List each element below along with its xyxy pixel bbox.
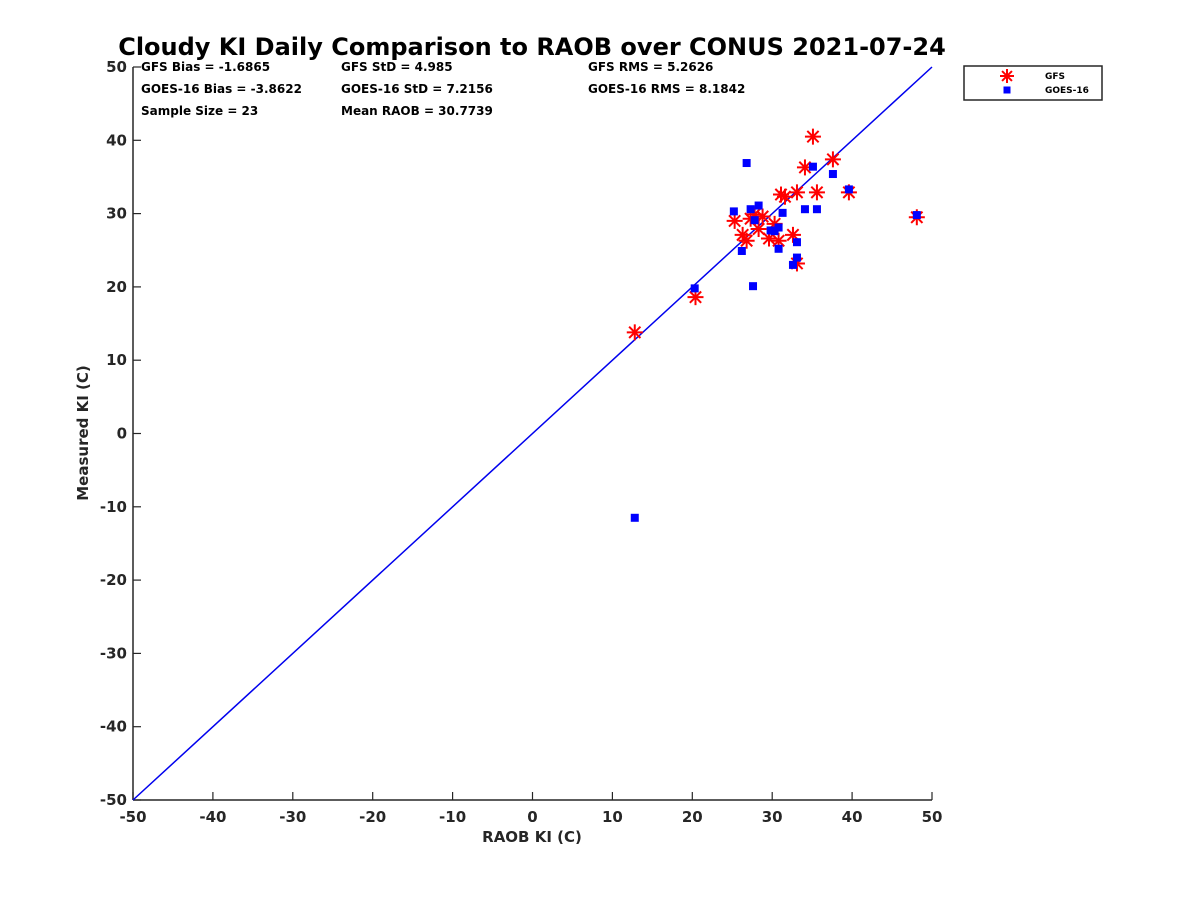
one-to-one-line-group [132,66,933,801]
goes-16-point [778,208,787,217]
gfs-point [776,188,793,205]
y-tick-label: 40 [106,131,127,149]
legend: GFS GOES-16 [963,65,1103,101]
y-tick-label: 10 [106,351,127,369]
y-axis-label: Measured KI (C) [74,365,92,501]
x-tick-label: -10 [439,808,466,826]
x-tick-label: -50 [119,808,146,826]
gfs-point [804,128,821,145]
y-tick-label: -40 [100,718,127,736]
y-tick-label: -50 [100,791,127,809]
goes-16-point [630,513,639,522]
goes-16-point [749,282,758,291]
x-axis-label: RAOB KI (C) [482,828,582,846]
goes-16-point [792,253,801,262]
goes-16-point [690,284,699,293]
goes-16-point [828,170,837,179]
asterisk-stroke [1001,70,1013,82]
x-tick-label: 0 [527,808,537,826]
goes-16-point [788,260,797,269]
y-tick-label: 0 [117,425,127,443]
axes: -50 -40 -30 -20 -10 0 10 20 30 40 50 -50 -40 -30 -20 -1… [100,58,943,826]
stat-text: GOES-16 RMS = 8.1842 [588,82,745,96]
y-tick-label: -20 [100,571,127,589]
goes-16-point [808,162,817,171]
y-tick-label: -10 [100,498,127,516]
stat-text: Mean RAOB = 30.7739 [341,104,493,118]
goes-16-point [746,205,755,214]
asterisk-stroke [772,234,785,248]
one-to-one-line [132,66,933,801]
stat-text: GFS Bias = -1.6865 [141,60,270,74]
asterisk-stroke [736,228,750,242]
data-points [626,128,925,522]
asterisk-stroke [740,234,753,248]
asterisk-stroke [806,130,820,143]
stat-text: GOES-16 StD = 7.2156 [341,82,493,96]
stat-text: Sample Size = 23 [141,104,258,118]
asterisk-stroke [786,228,800,242]
asterisk-stroke [752,222,765,236]
asterisk-stroke [756,210,769,223]
goes-16-point [742,159,751,168]
y-tick-label: -30 [100,644,127,662]
asterisk-stroke [778,190,792,204]
x-tick-label: 40 [842,808,863,826]
stat-text: GFS RMS = 5.2626 [588,60,713,74]
gfs-point [754,208,771,225]
asterisk-stroke [826,152,840,166]
gfs-point [726,212,743,229]
asterisk-stroke [810,185,824,199]
legend-box [963,65,1103,101]
x-tick-label: 50 [922,808,943,826]
gfs-point [808,184,825,201]
gfs-point [824,151,841,168]
x-tick-label: -40 [199,808,226,826]
x-tick-label: 10 [602,808,623,826]
goes-16-point [737,246,746,255]
y-tick-label: 50 [106,58,127,76]
goes-16-point [912,211,921,220]
x-tick-label: -20 [359,808,386,826]
legend-gfs-marker [1000,69,1014,83]
x-tick-label: 20 [682,808,703,826]
y-tick-label: 30 [106,205,127,223]
gfs-point [788,184,805,201]
asterisk-stroke [728,214,742,228]
goes-16-point [754,201,763,210]
legend-goes-16-marker [1003,86,1011,94]
asterisk-stroke [798,161,812,174]
asterisk-stroke [628,325,642,339]
chart-title: Cloudy KI Daily Comparison to RAOB over … [118,33,946,61]
gfs-point [626,324,643,341]
asterisk-stroke [790,185,804,199]
legend-goes-16-label: GOES-16 [1045,86,1089,96]
y-tick-label: 20 [106,278,127,296]
goes-16-point [729,207,738,216]
stat-text: GOES-16 Bias = -3.8622 [141,82,302,96]
statistics-annotations: GFS Bias = -1.6865 GFS StD = 4.985 GFS RMS… [141,60,745,118]
goes-16-point [792,238,801,247]
x-tick-label: -30 [279,808,306,826]
asterisk-stroke [689,290,702,304]
x-tick-label: 30 [762,808,783,826]
goes-16-point [774,244,783,253]
goes-16-point [750,216,759,225]
legend-gfs-label: GFS [1045,72,1065,82]
gfs-point [738,232,755,249]
goes-16-point [774,223,783,232]
goes-16-point [812,205,821,214]
goes-16-point [800,205,809,214]
goes-16-point [844,185,853,194]
stat-text: GFS StD = 4.985 [341,60,453,74]
